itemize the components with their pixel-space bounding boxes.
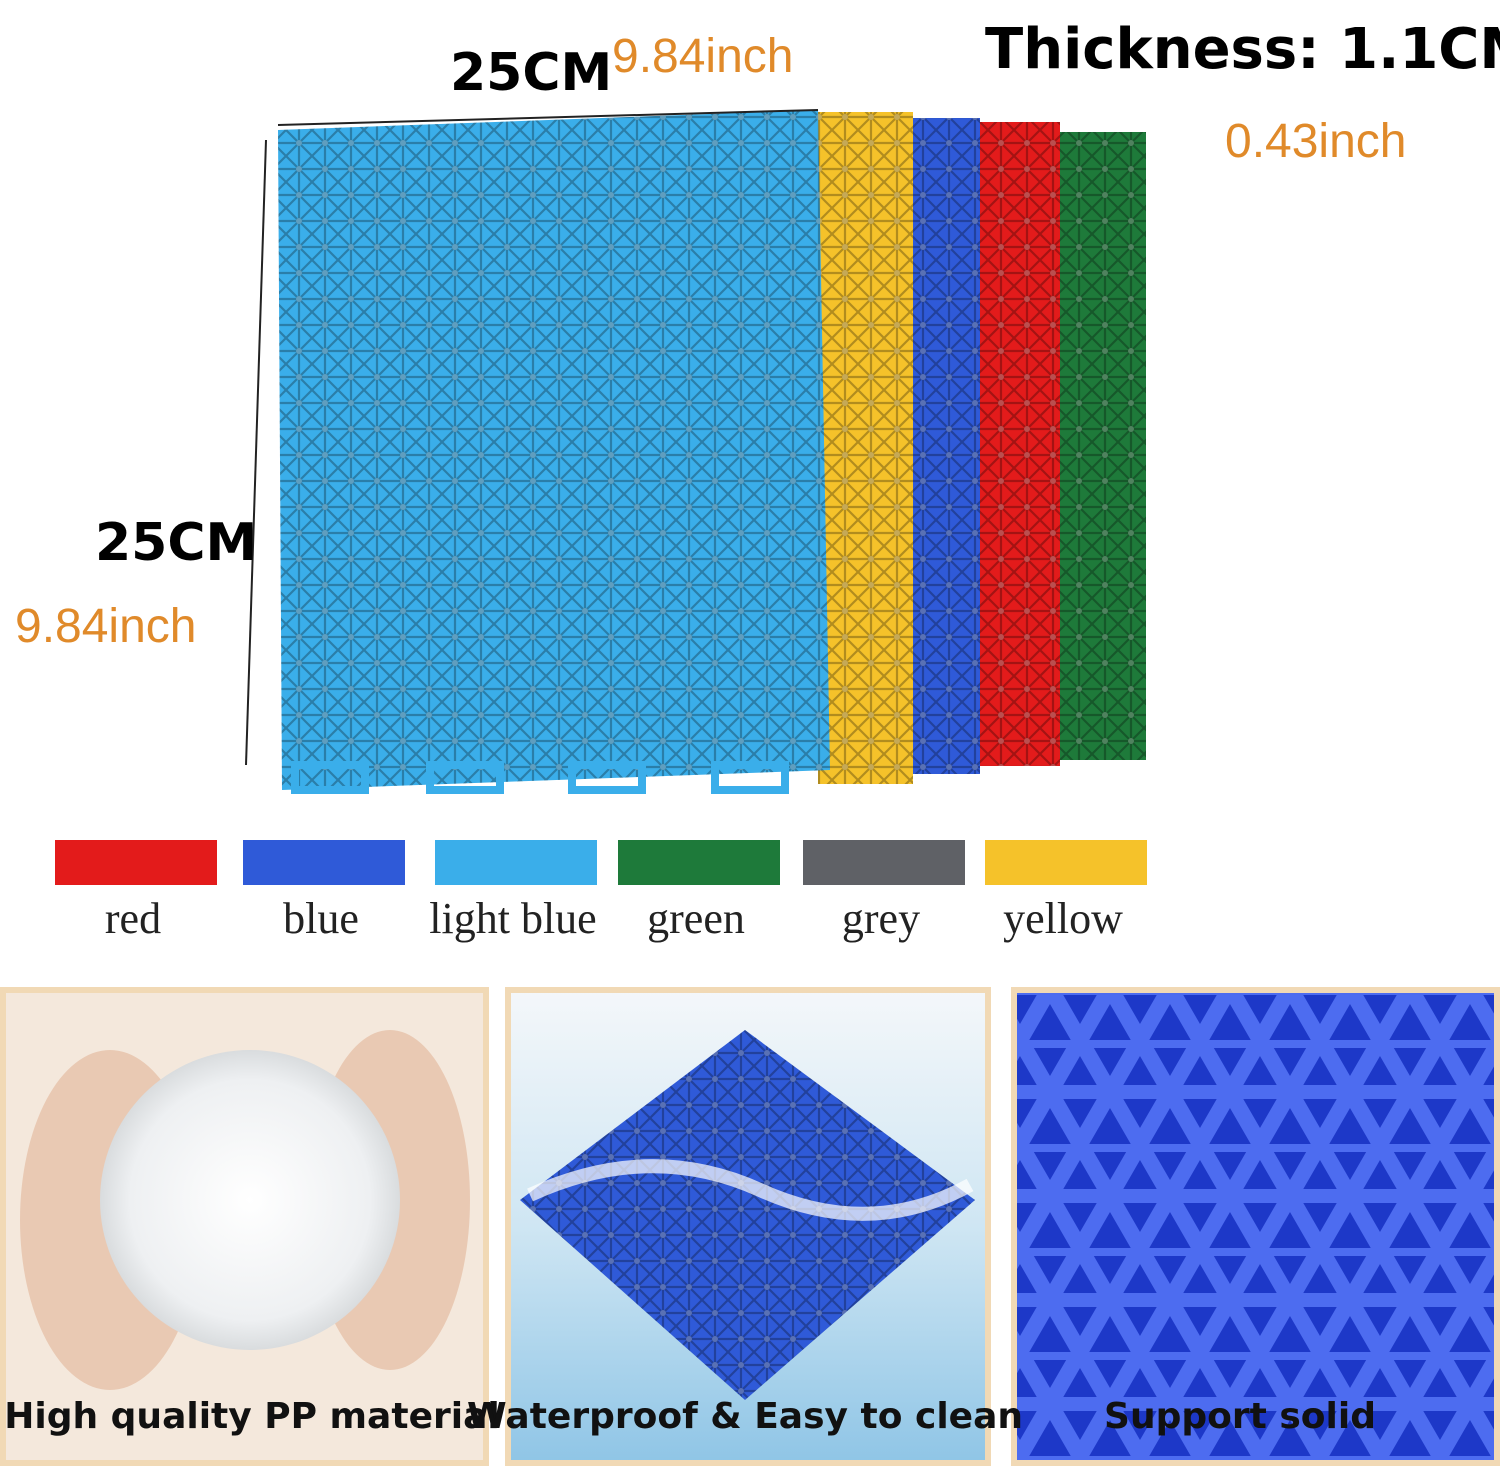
- width-inch: 9.84inch: [612, 30, 793, 83]
- swatch: [435, 840, 597, 885]
- height-line: [245, 139, 267, 766]
- swatch-label: light blue: [429, 894, 596, 943]
- thickness: Thickness: 1.1CM: [985, 17, 1500, 82]
- color-swatches: red blue light blue green grey yellow: [55, 840, 1147, 943]
- thickness-inch: 0.43inch: [1225, 115, 1406, 168]
- height-inch: 9.84inch: [15, 600, 196, 653]
- swatch: [985, 840, 1147, 885]
- swatch-label: grey: [842, 894, 920, 943]
- width-cm: 25CM: [450, 43, 612, 103]
- panel-waterproof: [505, 987, 991, 1466]
- tiles: [278, 110, 1146, 794]
- height-cm: 25CM: [95, 513, 257, 573]
- panel-caption: Waterproof & Easy to clean: [467, 1396, 1023, 1437]
- swatch-label: yellow: [1003, 894, 1123, 943]
- panel-material: [0, 987, 489, 1466]
- panel-caption: High quality PP material: [4, 1396, 499, 1437]
- swatch: [618, 840, 780, 885]
- panel-support: [1011, 987, 1500, 1466]
- width-line: [277, 109, 819, 126]
- swatch-label: blue: [283, 894, 359, 943]
- swatch: [803, 840, 965, 885]
- swatch: [243, 840, 405, 885]
- swatch-label: green: [647, 894, 745, 943]
- swatch-label: red: [105, 894, 161, 943]
- swatch: [55, 840, 217, 885]
- panel-caption: Support solid: [1104, 1396, 1376, 1437]
